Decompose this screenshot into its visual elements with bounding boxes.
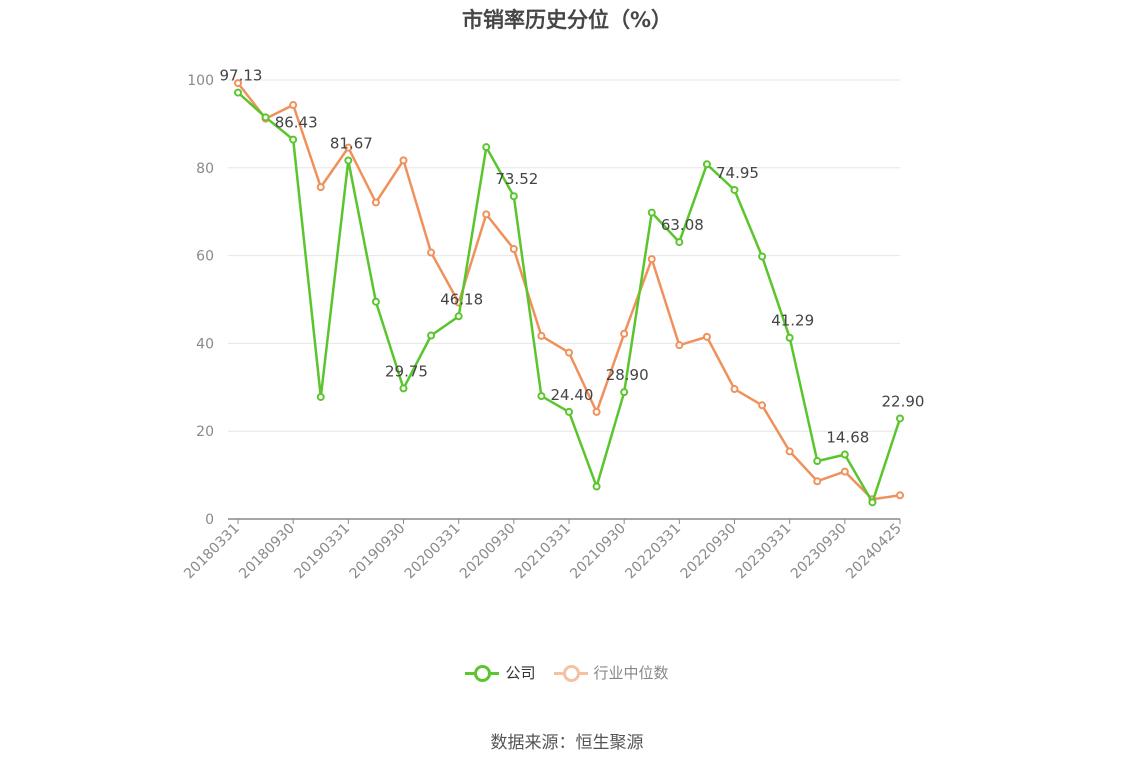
x-tick-label-20240425: 20240425 <box>843 521 905 583</box>
x-tick-label-20230930: 20230930 <box>788 521 850 583</box>
point-s1-20180331 <box>234 79 242 88</box>
data-label-20220331: 63.08 <box>661 216 704 234</box>
point-s0-20200331 <box>454 312 463 321</box>
point-s0-20211231 <box>647 208 656 217</box>
legend: 公司 行业中位数 <box>0 662 1134 683</box>
data-label-20230930: 14.68 <box>826 429 869 447</box>
grid-layer <box>228 79 900 432</box>
y-tick-label-100: 100 <box>187 73 214 89</box>
x-tick-label-20210930: 20210930 <box>567 521 629 583</box>
x-tick-label-20200930: 20200930 <box>457 521 519 583</box>
point-s1-20200930 <box>509 245 518 254</box>
x-tick-label-20220930: 20220930 <box>678 521 740 583</box>
legend-label-industry-median: 行业中位数 <box>593 664 669 682</box>
point-s1-20221231 <box>758 401 767 410</box>
point-s1-20200630 <box>482 210 491 219</box>
data-label-20190930: 29.75 <box>385 362 428 380</box>
x-tick-label-20220331: 20220331 <box>622 521 684 583</box>
point-s1-20230331 <box>785 447 794 456</box>
point-s0-20180331 <box>234 88 242 97</box>
point-s0-20190630 <box>371 297 380 306</box>
series-layer <box>234 79 904 507</box>
point-s0-20180930 <box>289 135 298 144</box>
y-tick-label-40: 40 <box>196 336 214 352</box>
point-s1-20190930 <box>399 156 408 165</box>
point-s0-20230331 <box>785 333 794 342</box>
series-line-0 <box>237 91 902 504</box>
point-s0-20200930 <box>509 192 518 201</box>
point-s0-20210630 <box>592 482 601 491</box>
source-note: 数据来源：恒生聚源 <box>490 733 644 753</box>
point-s0-20191231 <box>427 331 436 340</box>
point-s1-20210331 <box>565 348 573 357</box>
x-tick-label-20210331: 20210331 <box>512 521 574 583</box>
y-tick-label-80: 80 <box>196 161 214 177</box>
point-s0-20231231 <box>868 498 877 507</box>
point-s1-20180930 <box>289 101 298 110</box>
data-label-20200331: 46.18 <box>440 290 483 308</box>
point-s0-20220930 <box>730 185 739 194</box>
point-s1-20210930 <box>620 329 629 338</box>
point-s0-20190930 <box>399 384 408 393</box>
label-layer: 97.13 86.43 81.67 29.75 46.18 73.52 24.40 28.90… <box>220 67 925 447</box>
point-s0-20181231 <box>316 392 325 401</box>
legend-label-company: 公司 <box>505 664 536 682</box>
x-tick-label-20230331: 20230331 <box>733 521 795 583</box>
point-s1-20220331 <box>675 341 684 350</box>
legend-company-icon <box>465 664 500 682</box>
y-tick-label-20: 20 <box>196 424 214 440</box>
point-s1-20191231 <box>427 248 436 257</box>
data-label-20180331: 97.13 <box>220 67 263 85</box>
point-s1-20220630 <box>702 332 711 341</box>
x-tick-label-20180930: 20180930 <box>236 521 298 583</box>
x-tick-label-20200331: 20200331 <box>402 521 464 583</box>
point-s1-20190331 <box>344 143 353 152</box>
point-s0-20220630 <box>702 160 711 169</box>
point-s0-20221231 <box>758 252 767 261</box>
x-tick-label-20180331: 20180331 <box>181 521 243 583</box>
point-s1-20220930 <box>730 385 739 394</box>
point-s0-20210331 <box>565 407 573 416</box>
point-s0-20230630 <box>813 457 822 466</box>
chart-title: 市销率历史分位（%） <box>461 8 673 32</box>
legend-item-industry-median[interactable]: 行业中位数 <box>553 662 669 683</box>
point-s1-20210630 <box>592 407 601 416</box>
point-s0-20230930 <box>840 450 849 459</box>
point-s0-20200630 <box>482 143 491 152</box>
point-s1-20230930 <box>840 467 849 476</box>
point-s0-20220331 <box>675 238 684 247</box>
data-label-20190331: 81.67 <box>330 134 373 152</box>
point-s1-20201231 <box>537 331 546 340</box>
data-label-20220930: 74.95 <box>716 164 759 182</box>
y-tick-label-0: 0 <box>205 512 214 528</box>
data-label-20230331: 41.29 <box>771 312 814 330</box>
point-s0-20180630 <box>261 113 270 122</box>
legend-industry-median-icon <box>553 664 588 682</box>
point-s1-20230630 <box>813 477 822 486</box>
point-s1-20240425 <box>896 491 904 500</box>
data-label-20210331: 24.40 <box>551 386 594 404</box>
point-s1-20181231 <box>316 183 325 192</box>
data-label-20200930: 73.52 <box>495 170 538 188</box>
legend-item-company[interactable]: 公司 <box>465 662 536 683</box>
point-s0-20190331 <box>344 156 353 165</box>
data-label-20240425: 22.90 <box>882 392 925 410</box>
x-tick-label-20190930: 20190930 <box>347 521 409 583</box>
x-tick-label-20190331: 20190331 <box>291 521 353 583</box>
point-s1-20190630 <box>371 198 380 207</box>
data-label-20180930: 86.43 <box>275 114 318 132</box>
point-s0-20201231 <box>537 392 546 401</box>
data-label-20210930: 28.90 <box>606 366 649 384</box>
point-s0-20210930 <box>620 388 629 397</box>
point-s1-20211231 <box>647 255 656 264</box>
point-s0-20240425 <box>896 414 904 423</box>
y-tick-label-60: 60 <box>196 249 214 265</box>
